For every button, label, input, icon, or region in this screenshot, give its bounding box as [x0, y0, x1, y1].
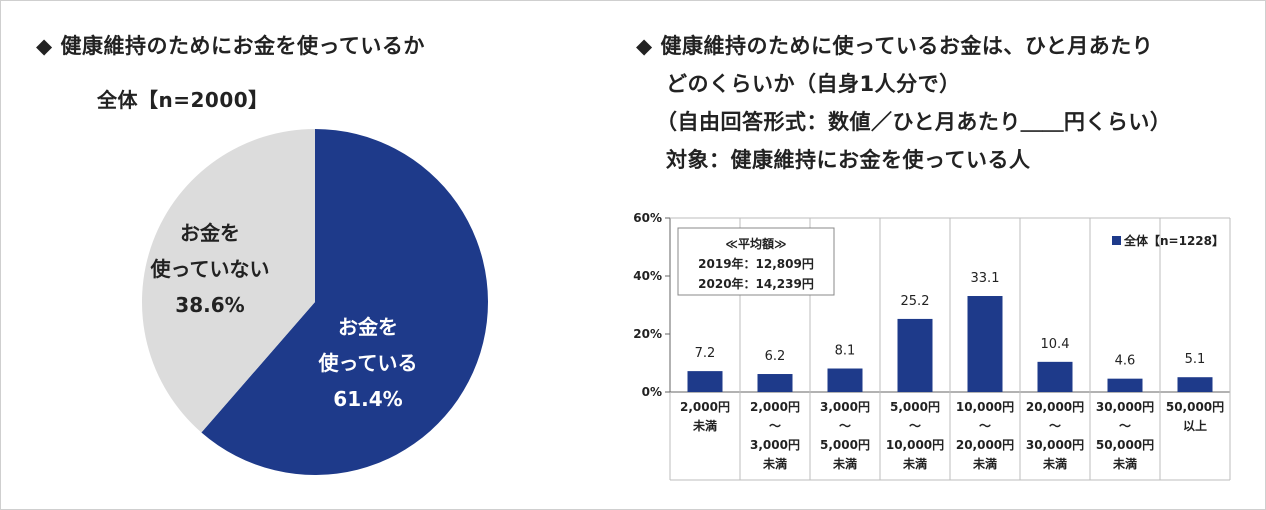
legend-swatch	[1112, 236, 1121, 245]
x-tick-label-2-line-3: 未満	[832, 456, 857, 471]
bar-chart: 0%20%40%60%7.22,000円未満6.22,000円～3,000円未満…	[633, 211, 1231, 481]
x-tick-label-5-line-0: 20,000円	[1026, 400, 1084, 414]
bar-1	[757, 374, 793, 392]
bar-2	[827, 368, 863, 392]
x-tick-label-3-line-1: ～	[909, 419, 921, 433]
y-tick-label: 40%	[633, 269, 662, 283]
right-title-line-1: ◆ 健康維持のために使っているお金は、ひと月あたり	[636, 34, 1154, 58]
x-tick-label-4-line-2: 20,000円	[956, 438, 1014, 452]
bar-3	[897, 318, 933, 392]
x-tick-label-1-line-2: 3,000円	[750, 438, 800, 452]
data-label-2: 8.1	[835, 344, 856, 359]
x-tick-label-2-line-1: ～	[839, 419, 851, 433]
bar-5	[1037, 361, 1073, 392]
x-tick-label-6-line-3: 未満	[1112, 456, 1137, 471]
pie-slice-spending	[201, 129, 488, 476]
x-tick-label-0-line-0: 2,000円	[680, 400, 730, 414]
x-tick-label-1-line-1: ～	[769, 419, 781, 433]
x-tick-label-0-line-1: 未満	[692, 418, 717, 433]
data-label-0: 7.2	[695, 346, 716, 361]
pie-label-1-line-0: お金を	[180, 221, 240, 245]
x-tick-label-3-line-2: 10,000円	[886, 438, 944, 452]
x-tick-label-6-line-1: ～	[1119, 419, 1131, 433]
x-tick-label-2-line-0: 3,000円	[820, 400, 870, 414]
bar-7	[1177, 377, 1213, 392]
x-tick-label-1-line-3: 未満	[762, 456, 787, 471]
average-note-box	[677, 227, 835, 296]
data-label-7: 5.1	[1185, 352, 1206, 367]
x-tick-label-5-line-3: 未満	[1042, 456, 1067, 471]
x-tick-label-3-line-3: 未満	[902, 456, 927, 471]
x-tick-label-7-line-1: 以上	[1183, 418, 1207, 433]
x-tick-label-1-line-0: 2,000円	[750, 400, 800, 414]
x-tick-label-4-line-1: ～	[979, 419, 991, 433]
right-title-line-4: 対象：健康維持にお金を使っている人	[666, 148, 1031, 172]
pie-label-0-line-0: お金を	[338, 315, 398, 339]
x-tick-label-3-line-0: 5,000円	[890, 400, 940, 414]
right-title-line-3: （自由回答形式：数値／ひと月あたり＿＿円くらい）	[656, 110, 1172, 134]
x-tick-label-6-line-0: 30,000円	[1096, 400, 1154, 414]
y-tick-label: 20%	[633, 327, 662, 341]
x-tick-label-4-line-3: 未満	[972, 456, 997, 471]
y-tick-label: 0%	[642, 385, 662, 399]
right-title-line-2: どのくらいか（自身1人分で）	[666, 72, 961, 96]
average-note-line-2: 2020年：14,239円	[698, 276, 814, 291]
left-title: ◆ 健康維持のためにお金を使っているか	[36, 34, 425, 58]
x-tick-label-7-line-0: 50,000円	[1166, 400, 1224, 414]
bar-4	[967, 296, 1003, 392]
pie-label-1-line-2: 38.6%	[175, 293, 244, 317]
y-tick-label: 60%	[633, 211, 662, 225]
data-label-5: 10.4	[1041, 337, 1070, 352]
pie-label-0-line-1: 使っている	[318, 351, 418, 375]
pie-slice-not-spending	[141, 129, 315, 433]
x-tick-label-5-line-2: 30,000円	[1026, 438, 1084, 452]
bar-6	[1107, 378, 1143, 392]
bar-0	[687, 371, 723, 392]
pie-label-0-line-2: 61.4%	[333, 387, 402, 411]
x-tick-label-2-line-2: 5,000円	[820, 438, 870, 452]
x-tick-label-6-line-2: 50,000円	[1096, 438, 1154, 452]
average-note-line-0: ≪平均額≫	[725, 236, 786, 251]
left-subtitle: 全体【n=2000】	[97, 88, 269, 112]
x-tick-label-5-line-1: ～	[1049, 419, 1061, 433]
data-label-1: 6.2	[765, 349, 786, 364]
data-label-4: 33.1	[971, 271, 1000, 286]
pie-label-1-line-1: 使っていない	[150, 257, 270, 281]
average-note-line-1: 2019年：12,809円	[698, 256, 814, 271]
data-label-6: 4.6	[1115, 354, 1136, 369]
x-tick-label-4-line-0: 10,000円	[956, 400, 1014, 414]
legend-label: 全体【n=1228】	[1123, 233, 1224, 248]
data-label-3: 25.2	[901, 294, 930, 309]
